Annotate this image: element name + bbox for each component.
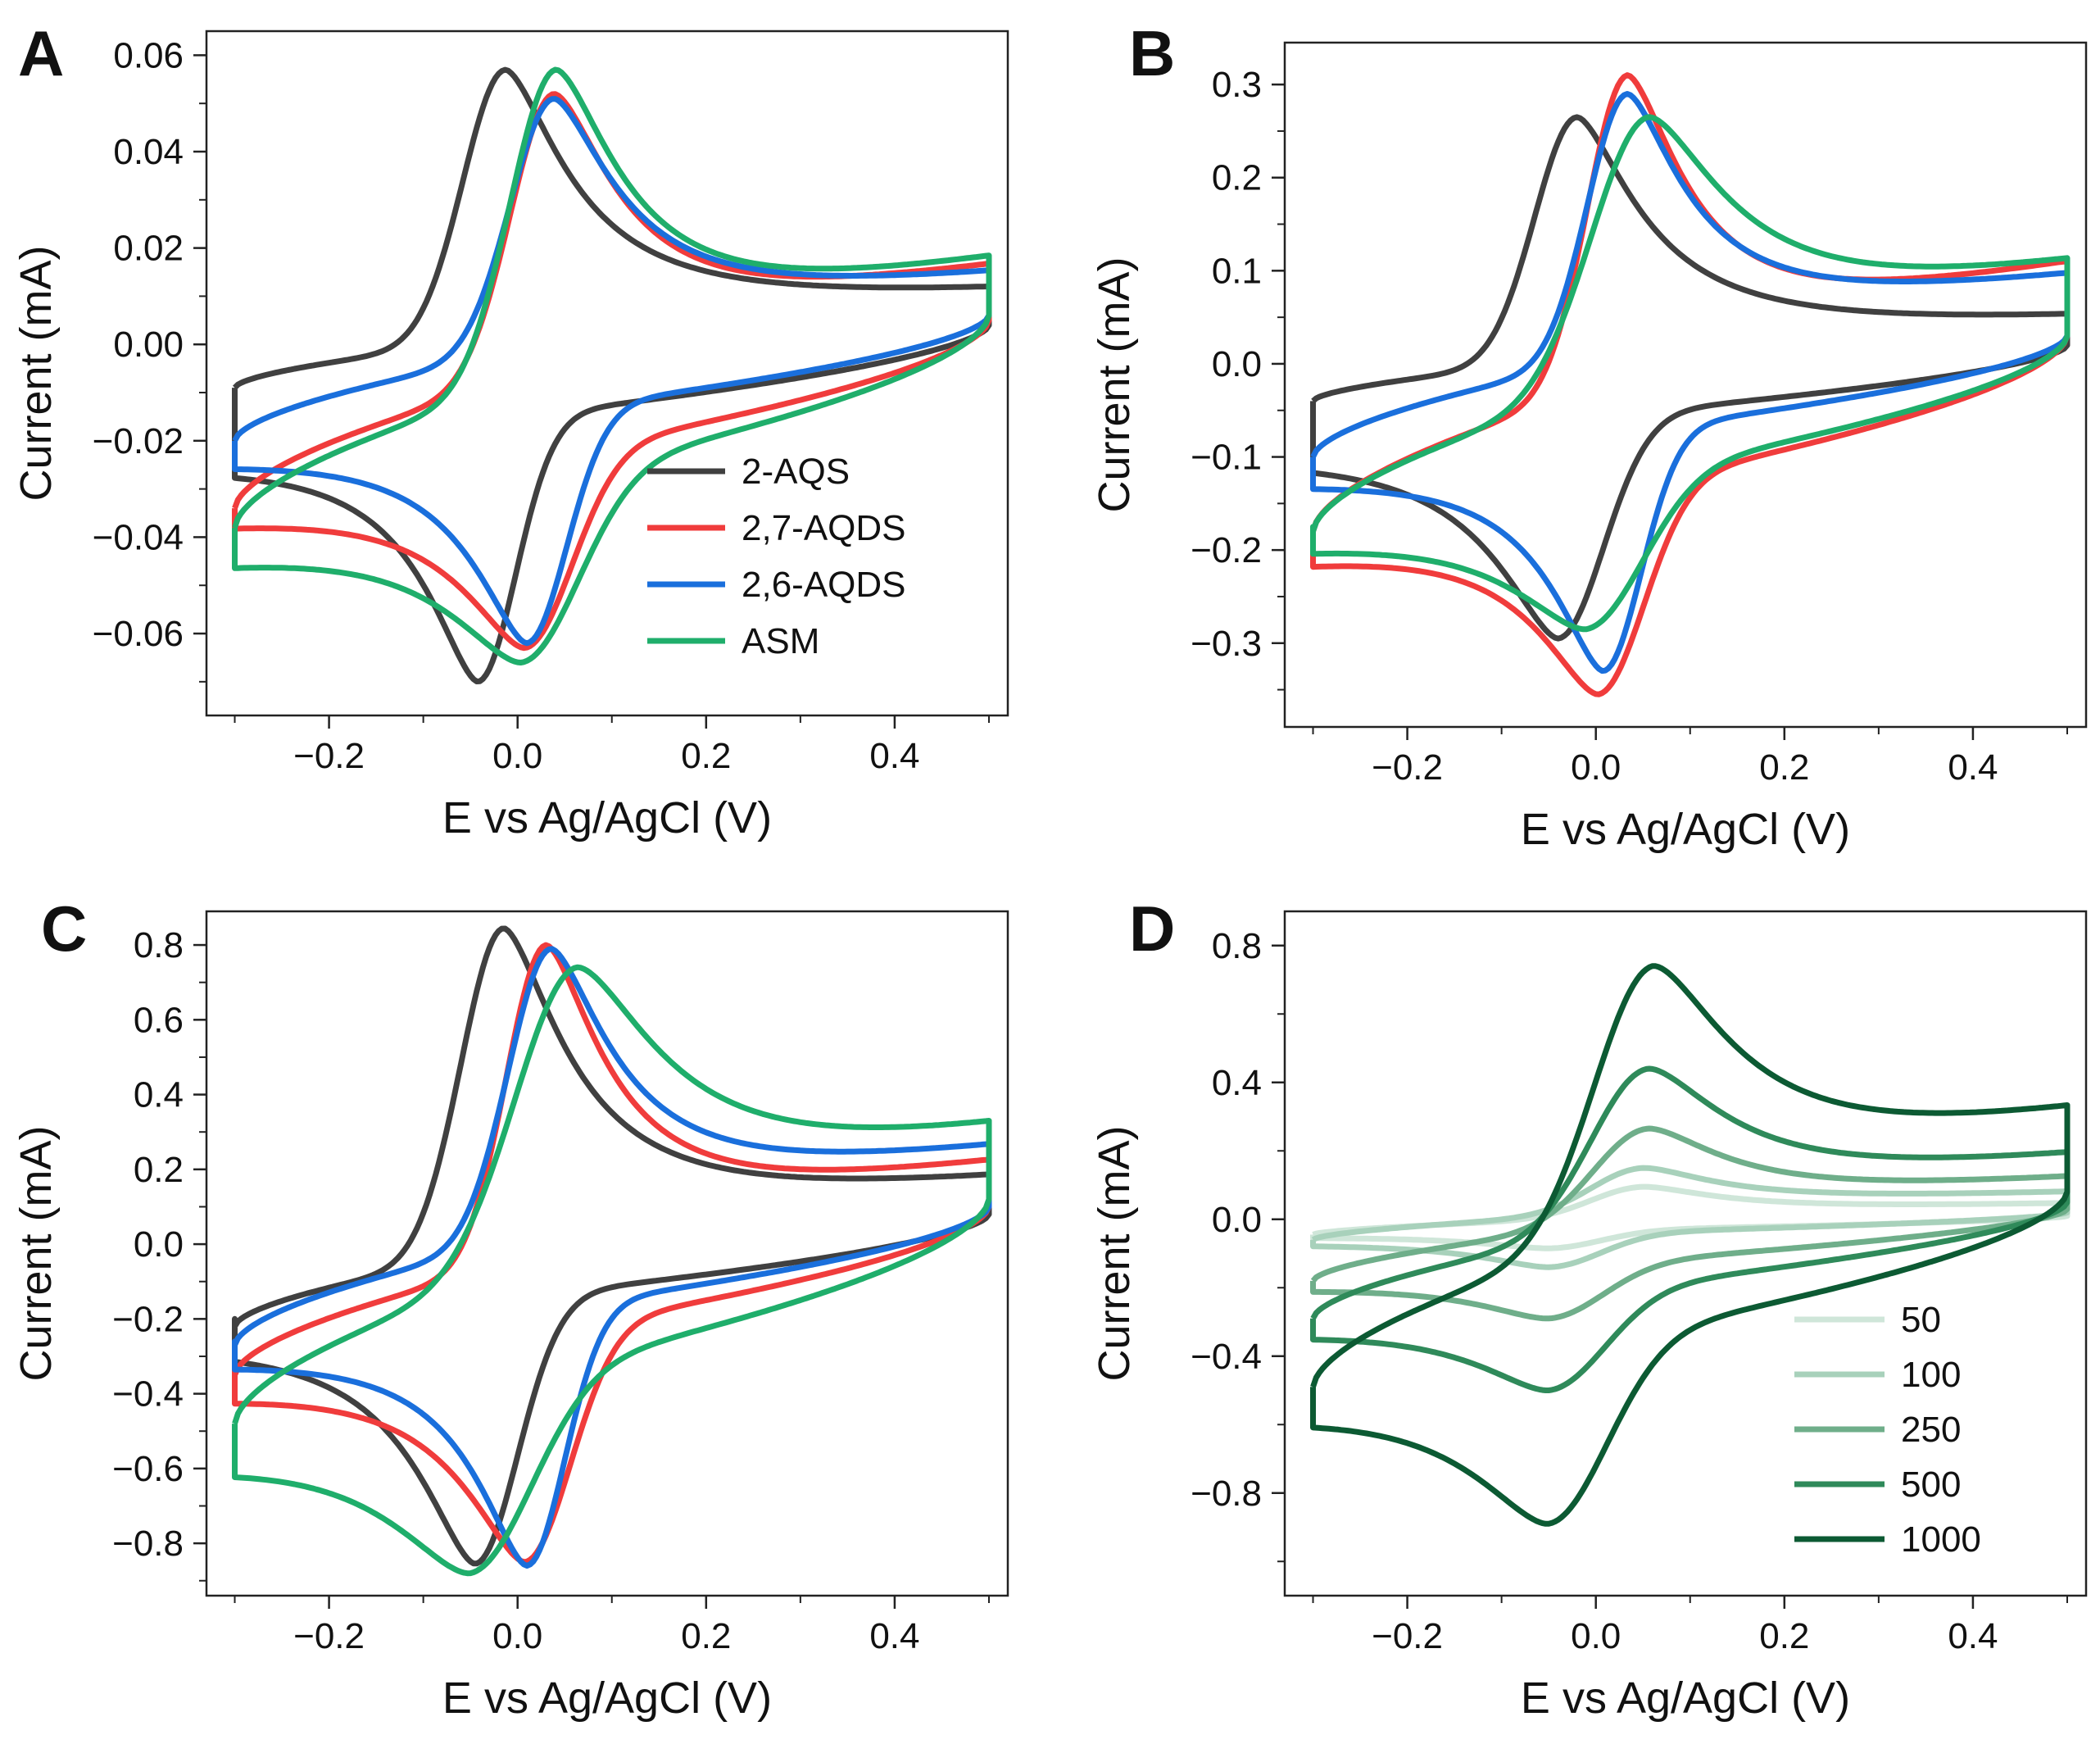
legend-label: 500: [1901, 1465, 1961, 1505]
x-tick-label: −0.2: [1372, 1616, 1443, 1656]
x-axis-title: E vs Ag/AgCl (V): [442, 793, 772, 842]
series-line-2-6-aqds: [1310, 91, 2071, 674]
series-line-2-6-aqds: [232, 946, 992, 1569]
series-line-2-aqs: [1310, 114, 2071, 642]
panel-a: A −0.2 0.0 0.2 0.4 0.06 0.04 0.02 0.00 −0.02 −0.04…: [11, 17, 1009, 842]
y-tick-label: −0.4: [112, 1374, 184, 1415]
y-tick-label: 0.8: [134, 925, 184, 965]
y-tick-label: 0.06: [113, 35, 184, 75]
x-tick-label: −0.2: [1372, 747, 1443, 788]
y-tick-label: 0.0: [1212, 344, 1262, 384]
x-tick-label: 0.4: [869, 1616, 919, 1656]
y-tick-label: 0.2: [1212, 158, 1262, 198]
y-tick-label: 0.6: [134, 1000, 184, 1040]
plot-frame: [1283, 41, 2088, 729]
y-tick-label: 0.02: [113, 229, 184, 269]
series-line-2-aqs: [232, 925, 992, 1567]
legend-label: 1000: [1901, 1519, 1981, 1560]
x-tick-label: 0.0: [492, 1616, 542, 1656]
series-line-2-7-aqds: [1310, 72, 2071, 697]
series-line-1000: [1310, 963, 2071, 1527]
y-axis-title: Current (mA): [11, 1125, 61, 1381]
y-tick-label: 0.4: [1212, 1063, 1262, 1103]
y-tick-label: 0.04: [113, 132, 184, 172]
series-line-asm: [1310, 114, 2071, 633]
y-tick-label: −0.8: [112, 1524, 184, 1564]
legend: 2-AQS 2,7-AQDS 2,6-AQDS ASM: [647, 452, 906, 661]
legend-label: 250: [1901, 1410, 1961, 1450]
x-tick-label: −0.2: [293, 1616, 365, 1656]
y-tick-label: 0.0: [134, 1224, 184, 1265]
legend-label: 100: [1901, 1355, 1961, 1395]
x-tick-label: 0.2: [1759, 1616, 1809, 1656]
x-tick-label: −0.2: [293, 736, 365, 776]
x-tick-label: 0.4: [1948, 747, 1998, 788]
y-tick-label: 0.4: [134, 1075, 184, 1115]
legend: 50 100 250 500 1000: [1794, 1300, 1981, 1560]
x-tick-label: 0.2: [681, 1616, 731, 1656]
x-tick-label: 0.2: [1759, 747, 1809, 788]
x-axis-title: E vs Ag/AgCl (V): [442, 1674, 772, 1723]
y-axis-title: Current (mA): [1090, 1125, 1139, 1381]
x-tick-label: 0.0: [1571, 1616, 1621, 1656]
y-tick-label: −0.06: [93, 614, 184, 654]
legend-label: 2,6-AQDS: [742, 565, 906, 605]
x-axis-title: E vs Ag/AgCl (V): [1521, 1674, 1850, 1723]
x-axis-title: E vs Ag/AgCl (V): [1521, 805, 1850, 854]
y-tick-label: 0.3: [1212, 65, 1262, 105]
x-tick-label: 0.0: [492, 736, 542, 776]
series-line-asm: [232, 964, 992, 1577]
y-tick-label: −0.3: [1191, 624, 1262, 664]
y-tick-label: −0.4: [1191, 1337, 1262, 1377]
x-tick-label: 0.0: [1571, 747, 1621, 788]
y-tick-label: −0.1: [1191, 438, 1262, 478]
y-tick-label: 0.00: [113, 325, 184, 365]
series-line-50: [1310, 1183, 2071, 1251]
x-tick-label: 0.4: [1948, 1616, 1998, 1656]
panel-letter: A: [18, 17, 64, 89]
plot-frame: [205, 910, 1009, 1597]
y-tick-label: 0.8: [1212, 926, 1262, 966]
y-tick-label: −0.8: [1191, 1474, 1262, 1514]
series-line-2-6-aqds: [232, 96, 992, 647]
y-tick-label: −0.2: [1191, 530, 1262, 570]
x-tick-label: 0.4: [869, 736, 919, 776]
plot-frame: [1283, 910, 2088, 1597]
series-line-asm: [232, 66, 992, 665]
y-tick-label: 0.2: [134, 1150, 184, 1190]
x-tick-label: 0.2: [681, 736, 731, 776]
y-tick-label: 0.0: [1212, 1200, 1262, 1240]
series-line-250: [1310, 1125, 2071, 1322]
panel-b: B −0.2 0.0 0.2 0.4 0.3 0.2 0.1 0.0 −0.1 −0.2 −0.3 E …: [1090, 17, 2088, 854]
panel-c: C −0.2 0.0 0.2 0.4 0.8 0.6 0.4 0.2 0.0 −0.2 −0.4 −0.…: [11, 892, 1009, 1723]
y-tick-label: −0.04: [93, 517, 184, 557]
series-line-500: [1310, 1065, 2071, 1393]
y-tick-label: 0.1: [1212, 251, 1262, 291]
legend-label: 2-AQS: [742, 452, 850, 492]
y-tick-label: −0.2: [112, 1299, 184, 1339]
panel-letter: D: [1129, 892, 1175, 965]
y-axis-title: Current (mA): [11, 245, 61, 501]
y-tick-label: −0.02: [93, 421, 184, 461]
legend-label: 2,7-AQDS: [742, 508, 906, 548]
legend-label: 50: [1901, 1300, 1941, 1340]
y-tick-label: −0.6: [112, 1449, 184, 1489]
legend-label: ASM: [742, 621, 819, 661]
panel-letter: C: [41, 892, 87, 965]
plot-frame: [205, 30, 1009, 717]
panel-letter: B: [1129, 17, 1175, 89]
y-axis-title: Current (mA): [1090, 257, 1139, 512]
panel-d: D −0.2 0.0 0.2 0.4 0.8 0.4 0.0 −0.4 −0.8 E vs Ag/A…: [1090, 892, 2088, 1723]
